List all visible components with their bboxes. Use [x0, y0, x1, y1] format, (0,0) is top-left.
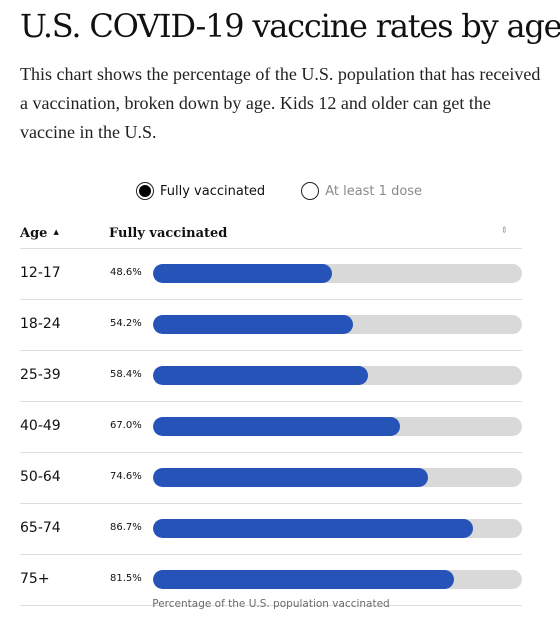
category-label: 25-39 [20, 367, 61, 383]
bar-track [153, 468, 522, 487]
bar-track [153, 417, 522, 436]
category-label: 18-24 [20, 316, 61, 332]
sort-toggle-icon[interactable]: ⇕ [500, 226, 508, 236]
bar [153, 468, 429, 487]
bar [153, 570, 454, 589]
radio-selected-icon [136, 182, 154, 200]
data-label: 74.6% [110, 471, 142, 482]
bar [153, 417, 401, 436]
table-row: 40-49 67.0% [20, 402, 522, 453]
bar-track [153, 366, 522, 385]
bar [153, 264, 333, 283]
series-toggle-group: Fully vaccinated At least 1 dose [136, 182, 422, 200]
chart-description: This chart shows the percentage of the U… [20, 64, 541, 142]
bar-track [153, 315, 522, 334]
category-label: 50-64 [20, 469, 61, 485]
data-label: 54.2% [110, 318, 142, 329]
data-label: 58.4% [110, 369, 142, 380]
radio-unselected-icon [301, 182, 320, 200]
bar-track [153, 570, 522, 589]
bar-track [153, 519, 522, 538]
table-row: 50-64 74.6% [20, 453, 522, 504]
data-label: 67.0% [110, 420, 142, 431]
bar-track [153, 264, 522, 283]
toggle-at-least-one-dose[interactable]: At least 1 dose [301, 182, 422, 200]
data-label: 48.6% [110, 267, 142, 278]
data-label: 86.7% [110, 522, 142, 533]
data-label: 81.5% [110, 573, 142, 584]
toggle-label-at-least-one-dose: At least 1 dose [325, 183, 423, 199]
bar [153, 366, 369, 385]
page-title: U.S. COVID-19 vaccine rates by age [20, 7, 560, 45]
category-label: 40-49 [20, 418, 61, 434]
table-row: 18-24 54.2% [20, 300, 522, 351]
category-label: 65-74 [20, 520, 61, 536]
table-row: 25-39 58.4% [20, 351, 522, 402]
bar-table: 12-17 48.6% 18-24 54.2% 25-39 58.4% 40-49 67.0%… [20, 249, 522, 606]
category-label: 12-17 [20, 265, 61, 281]
toggle-label-fully-vaccinated: Fully vaccinated [160, 183, 266, 199]
column-header-age-label: Age [20, 226, 48, 241]
toggle-fully-vaccinated[interactable]: Fully vaccinated [136, 182, 265, 200]
sort-ascending-icon: ▲ [53, 227, 59, 236]
table-header: Age ▲ Fully vaccinated ⇕ [20, 222, 522, 249]
x-axis-label: Percentage of the U.S. population vaccin… [152, 598, 390, 610]
column-header-age[interactable]: Age ▲ [20, 226, 59, 241]
column-header-fully-vaccinated[interactable]: Fully vaccinated [109, 226, 228, 241]
table-row: 75+ 81.5% [20, 555, 522, 606]
category-label: 75+ [20, 571, 50, 587]
bar [153, 519, 473, 538]
table-row: 12-17 48.6% [20, 249, 522, 300]
table-row: 65-74 86.7% [20, 504, 522, 555]
bar [153, 315, 353, 334]
